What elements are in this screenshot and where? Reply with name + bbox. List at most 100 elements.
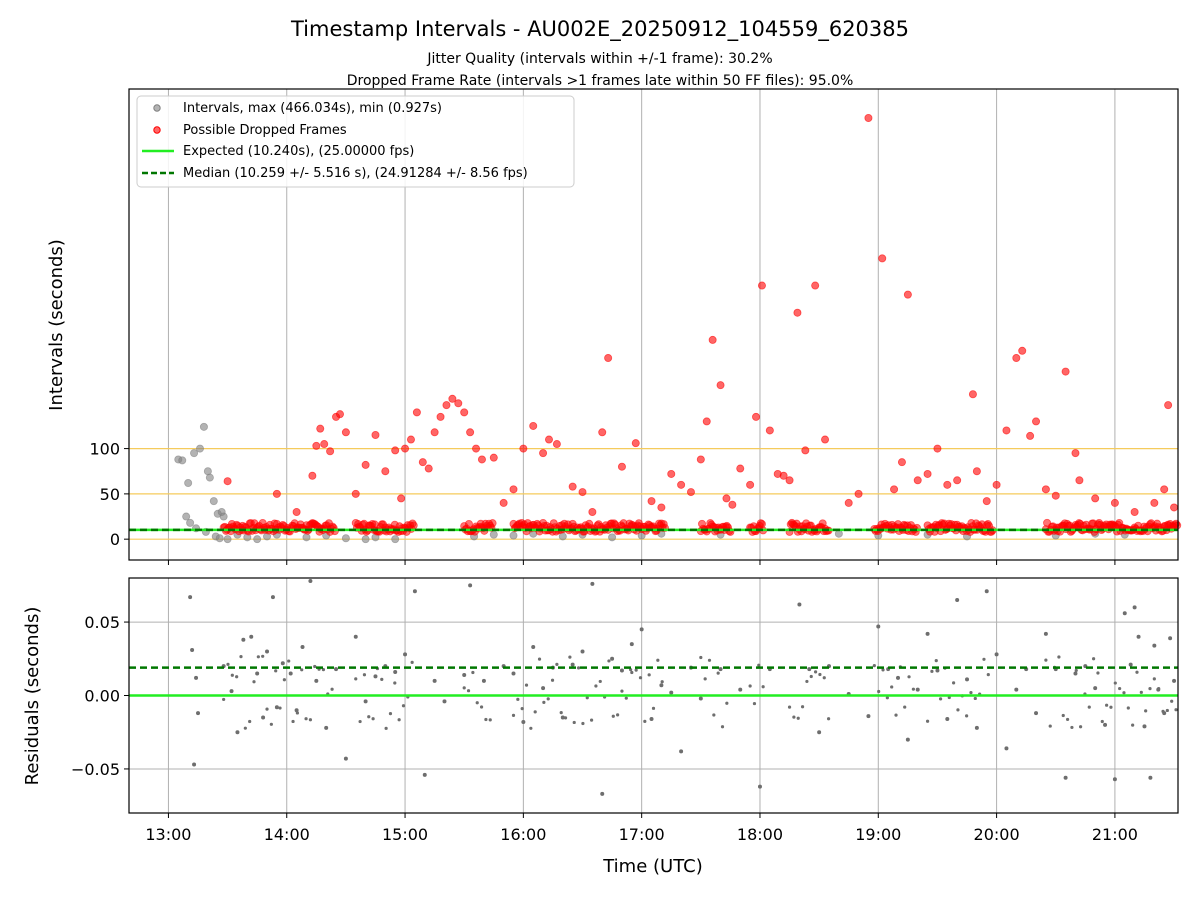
residuals-y-tick-label: 0.05 [84, 613, 120, 632]
dropped-frame-point [1110, 498, 1119, 507]
residual-point [294, 708, 299, 713]
residual-point [568, 655, 572, 659]
residual-point [274, 669, 278, 673]
residual-point [805, 679, 809, 684]
residual-point [934, 659, 938, 663]
residual-point [585, 696, 589, 700]
residual-point [818, 672, 822, 677]
interval-point [509, 531, 518, 540]
dropped-frame-point [460, 408, 469, 417]
residual-point [288, 671, 293, 676]
residual-point [973, 696, 977, 701]
residual-point [639, 627, 644, 632]
interval-point [302, 533, 311, 542]
residual-point [384, 726, 388, 730]
dropped-frame-point [418, 458, 427, 467]
residuals-y-tick-label: 0.00 [84, 687, 120, 706]
dropped-frame-point [890, 485, 899, 494]
residual-point [738, 687, 743, 692]
legend-expected-label: Expected (10.240s), (25.00000 fps) [183, 144, 414, 159]
dropped-frame-point [716, 381, 725, 390]
residual-point [235, 730, 240, 735]
dropped-frame-point [320, 440, 329, 449]
residual-point [1118, 686, 1122, 691]
legend-dropped-label: Possible Dropped Frames [183, 123, 347, 138]
residual-point [1070, 725, 1074, 730]
interval-point [199, 422, 208, 431]
dropped-frame-point [1041, 485, 1050, 494]
residual-point [1135, 670, 1139, 674]
dropped-frame-point [292, 507, 301, 516]
residual-point [466, 689, 471, 693]
dropped-frame-point [430, 428, 439, 437]
residual-point [1048, 724, 1052, 728]
residual-point [194, 675, 199, 680]
dropped-frame-point [1075, 476, 1084, 485]
legend-dropped-marker [153, 126, 161, 134]
residual-point [542, 700, 546, 704]
dropped-frame-point [779, 471, 788, 480]
dropped-frame-point [604, 354, 613, 363]
residual-point [800, 705, 805, 709]
residual-point [287, 659, 291, 663]
residual-point [373, 674, 378, 679]
residuals-y-tick-label: −0.05 [71, 760, 120, 779]
residual-point [274, 705, 279, 710]
residual-point [362, 673, 367, 677]
residual-point [911, 687, 915, 691]
legend-median-label: Median (10.259 +/- 5.516 s), (24.91284 +… [183, 166, 528, 181]
residual-point [872, 664, 876, 668]
residual-point [278, 706, 282, 710]
residual-point [1148, 687, 1152, 691]
x-tick-label: 17:00 [619, 825, 665, 844]
dropped-frame-point [436, 412, 445, 421]
residual-point [712, 713, 716, 717]
dropped-frame-point [472, 444, 481, 453]
dropped-frame-point [746, 480, 755, 489]
dropped-frame-point [702, 417, 711, 426]
residual-point [1074, 668, 1078, 673]
x-tick-label: 15:00 [382, 825, 428, 844]
residual-point [462, 686, 466, 690]
chart-subtitle-dropped: Dropped Frame Rate (intervals >1 frames … [347, 73, 854, 89]
residual-point [757, 784, 762, 789]
residual-point [1139, 690, 1143, 694]
residual-point [235, 675, 239, 679]
residual-point [334, 667, 339, 672]
residual-point [412, 589, 417, 594]
interval-point [195, 444, 204, 453]
residual-point [481, 678, 486, 683]
dropped-frame-point [1032, 417, 1041, 426]
x-tick-label: 19:00 [855, 825, 901, 844]
residual-point [634, 668, 638, 672]
residual-point [229, 689, 234, 694]
x-tick-label: 16:00 [500, 825, 546, 844]
residual-point [1161, 709, 1165, 713]
residual-point [792, 715, 796, 719]
dropped-frame-point [864, 113, 873, 122]
dropped-frame-point [406, 435, 415, 444]
residual-point [787, 705, 792, 709]
residuals-expected-median-lines [129, 666, 1178, 697]
dropped-frame-point [923, 469, 932, 478]
residual-point [1148, 775, 1153, 780]
residual-point [1073, 671, 1078, 676]
residual-point [484, 717, 488, 722]
intervals-y-tick-label: 100 [89, 440, 120, 459]
dropped-frame-point [854, 489, 863, 498]
interval-point [489, 530, 498, 539]
residual-point [826, 717, 831, 721]
residual-point [1100, 719, 1104, 724]
interval-point [253, 535, 262, 544]
residual-point [660, 680, 664, 684]
residual-point [353, 634, 358, 639]
residual-point [410, 660, 414, 664]
legend-box [136, 95, 575, 188]
residual-point [321, 668, 326, 672]
residual-point [520, 707, 524, 711]
dropped-frame-point [477, 455, 486, 464]
dropped-frame-point [657, 503, 666, 512]
residual-point [516, 697, 520, 701]
residual-point [885, 696, 889, 700]
dropped-frame-point [933, 444, 942, 453]
